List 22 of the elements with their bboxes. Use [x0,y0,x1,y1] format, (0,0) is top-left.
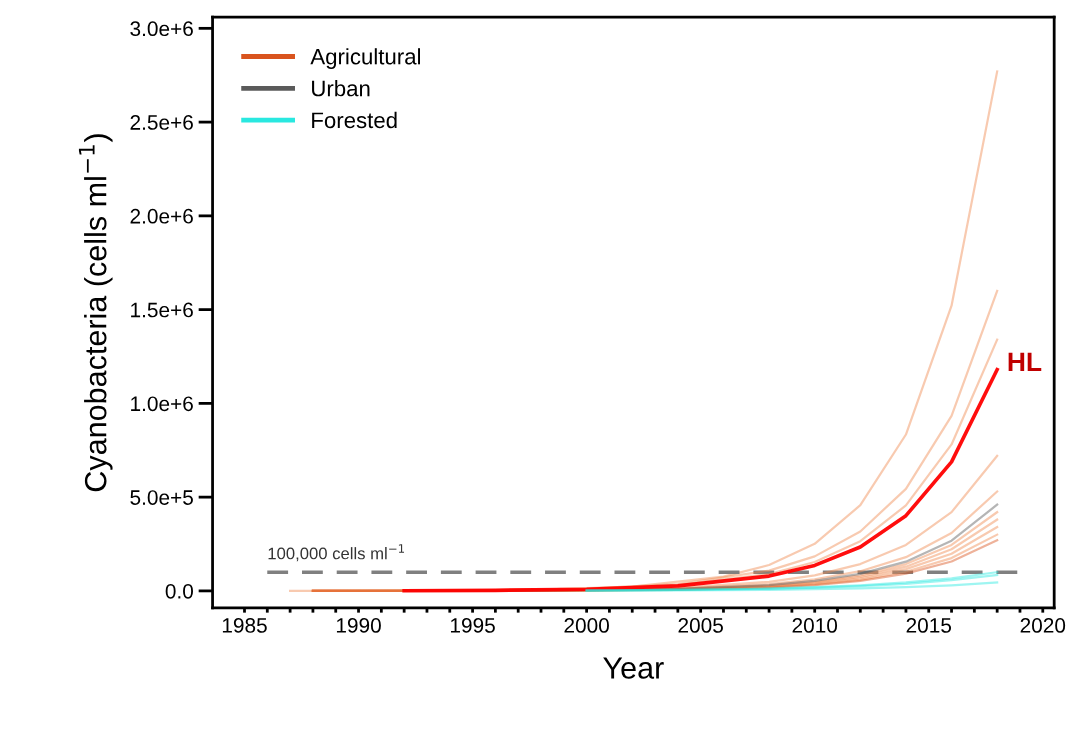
legend-label: Forested [312,111,397,129]
x-tick-label: 2015 [906,618,952,633]
x-tick-label: 2005 [678,618,723,633]
y-axis-title: Cyanobacteria (cells ml$^{−1}$) [78,134,113,492]
y-tick-label: 0.0 [165,583,193,599]
x-axis-title: Year [603,657,664,679]
legend-label: Urban [312,80,370,97]
y-tick-label: 3.0e+6 [130,21,193,37]
x-tick-label: 2000 [564,618,609,633]
ref-line-label: 100,000 cells ml$^{−1}$ [268,544,405,562]
x-tick-label: 2020 [1020,618,1066,633]
legend-label: Agricultural [310,48,421,69]
y-tick-label: 2.0e+6 [130,208,193,224]
x-tick-label: 2010 [792,618,838,633]
y-tick-label: 5.0e+5 [130,490,193,505]
y-tick-label: 2.5e+6 [130,115,193,130]
x-tick-label: 1985 [222,618,267,633]
annotation: HL [1008,352,1042,371]
y-tick-label: 1.5e+6 [131,302,193,318]
y-tick-label: 1.0e+6 [131,396,193,412]
x-tick-label: 1995 [450,618,495,633]
x-tick-label: 1990 [336,618,381,633]
